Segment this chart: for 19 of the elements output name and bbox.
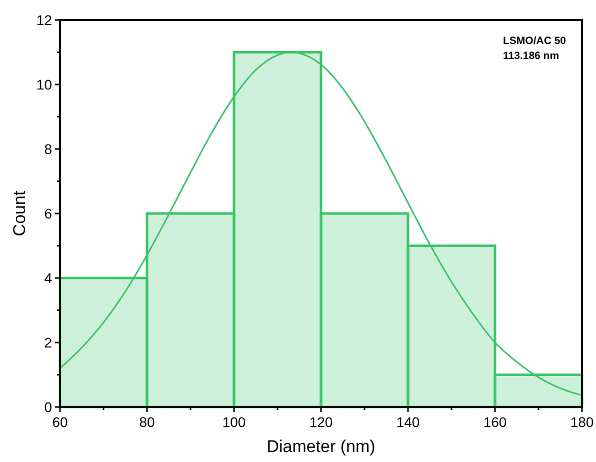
y-tick-label: 6 [44, 206, 52, 222]
x-tick-label: 80 [139, 414, 155, 430]
annotation: LSMO/AC 50 [503, 35, 566, 47]
x-tick-label: 120 [309, 414, 333, 430]
x-tick-label: 60 [52, 414, 68, 430]
y-tick-label: 10 [36, 76, 52, 92]
x-tick-label: 100 [222, 414, 246, 430]
x-tick-label: 160 [483, 414, 507, 430]
y-tick-label: 4 [44, 270, 52, 286]
x-tick-label: 180 [570, 414, 594, 430]
y-tick-label: 8 [44, 141, 52, 157]
x-axis-title: Diameter (nm) [266, 437, 376, 456]
x-tick-label: 140 [396, 414, 420, 430]
line-series [59, 51, 583, 396]
y-tick-label: 0 [44, 399, 52, 415]
y-axis-title: Count [10, 190, 29, 236]
y-tick-label: 2 [44, 334, 52, 350]
annotation: 113.186 nm [503, 50, 560, 62]
y-tick-label: 12 [36, 12, 52, 28]
